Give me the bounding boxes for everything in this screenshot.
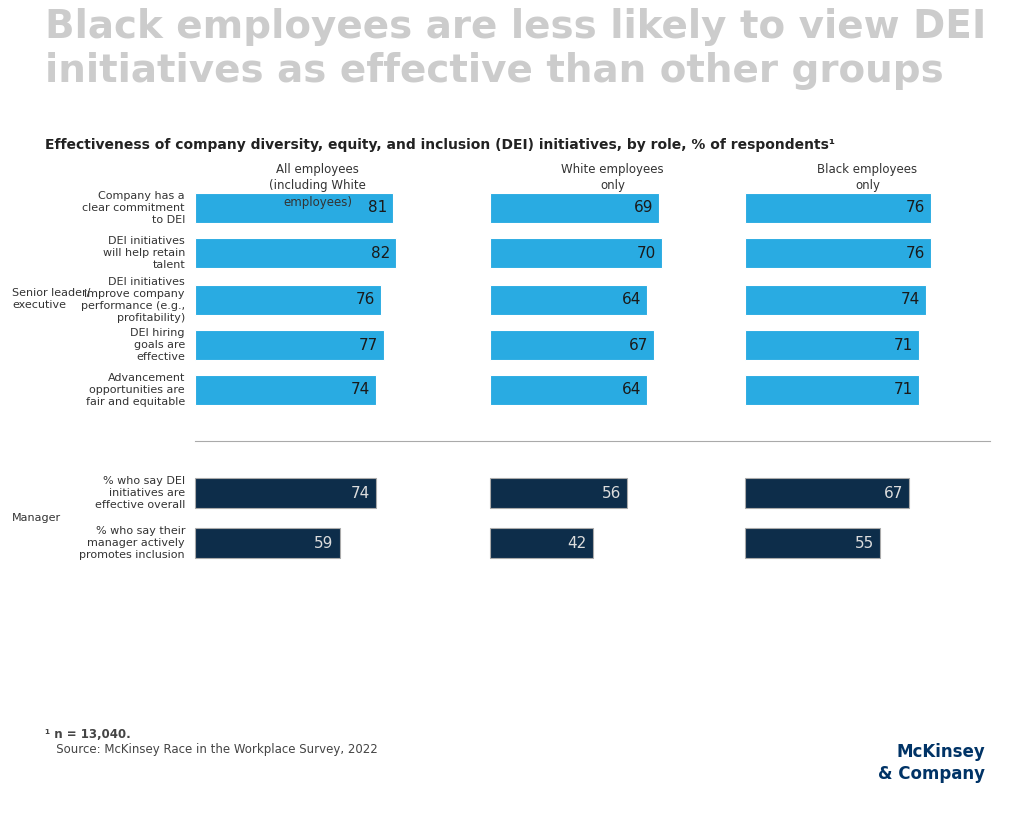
Text: Source: McKinsey Race in the Workplace Survey, 2022: Source: McKinsey Race in the Workplace S… [45,743,378,756]
FancyBboxPatch shape [195,528,340,558]
FancyBboxPatch shape [745,285,927,315]
FancyBboxPatch shape [490,238,662,268]
Text: All employees
(including White
employees): All employees (including White employees… [269,163,366,209]
Text: 74: 74 [901,292,921,308]
Text: 74: 74 [351,382,371,397]
FancyBboxPatch shape [490,478,627,508]
Text: 64: 64 [622,382,641,397]
Text: 55: 55 [854,535,873,551]
Text: White employees
only: White employees only [561,163,664,193]
Text: DEI initiatives
improve company
performance (e.g.,
profitability): DEI initiatives improve company performa… [81,277,185,323]
FancyBboxPatch shape [745,330,919,360]
FancyBboxPatch shape [195,478,376,508]
Text: 76: 76 [906,246,926,261]
Text: Senior leader/
executive: Senior leader/ executive [12,287,90,310]
FancyBboxPatch shape [490,375,647,405]
FancyBboxPatch shape [490,193,659,223]
Text: 77: 77 [358,338,378,353]
Text: % who say their
manager actively
promotes inclusion: % who say their manager actively promote… [80,526,185,560]
FancyBboxPatch shape [195,285,381,315]
Text: 74: 74 [351,485,371,500]
FancyBboxPatch shape [195,330,384,360]
FancyBboxPatch shape [195,238,396,268]
Text: DEI hiring
goals are
effective: DEI hiring goals are effective [130,328,185,362]
Text: Effectiveness of company diversity, equity, and inclusion (DEI) initiatives, by : Effectiveness of company diversity, equi… [45,138,835,152]
Text: % who say DEI
initiatives are
effective overall: % who say DEI initiatives are effective … [94,476,185,510]
FancyBboxPatch shape [490,285,647,315]
Text: 69: 69 [634,200,653,215]
Text: 82: 82 [371,246,390,261]
Text: 59: 59 [314,535,334,551]
Text: 81: 81 [369,200,387,215]
Text: Black employees
only: Black employees only [817,163,918,193]
FancyBboxPatch shape [745,375,919,405]
Text: Company has a
clear commitment
to DEI: Company has a clear commitment to DEI [83,191,185,225]
Text: ¹ n = 13,040.: ¹ n = 13,040. [45,728,131,741]
Text: 42: 42 [567,535,587,551]
Text: 71: 71 [894,338,913,353]
FancyBboxPatch shape [745,193,931,223]
Text: 56: 56 [602,485,622,500]
Text: 70: 70 [636,246,655,261]
FancyBboxPatch shape [490,528,593,558]
Text: 67: 67 [884,485,903,500]
Text: 76: 76 [355,292,375,308]
FancyBboxPatch shape [745,238,931,268]
Text: Black employees are less likely to view DEI
initiatives as effective than other : Black employees are less likely to view … [45,8,986,90]
Text: Advancement
opportunities are
fair and equitable: Advancement opportunities are fair and e… [86,373,185,407]
FancyBboxPatch shape [490,330,654,360]
FancyBboxPatch shape [745,478,909,508]
Text: 71: 71 [894,382,913,397]
Text: DEI initiatives
will help retain
talent: DEI initiatives will help retain talent [102,236,185,270]
Text: 67: 67 [629,338,648,353]
Text: McKinsey
& Company: McKinsey & Company [878,742,985,783]
Text: Manager: Manager [12,513,61,523]
Text: 76: 76 [906,200,926,215]
FancyBboxPatch shape [745,528,880,558]
Text: 64: 64 [622,292,641,308]
FancyBboxPatch shape [195,193,393,223]
FancyBboxPatch shape [195,375,376,405]
